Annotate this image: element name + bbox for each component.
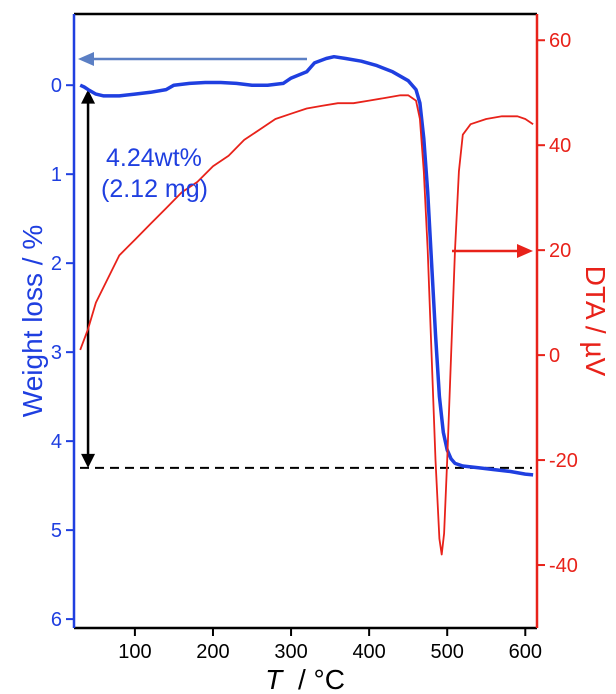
left-axis-pointer-head	[78, 52, 94, 66]
left-tick-label: 1	[51, 164, 62, 186]
x-tick-label: 300	[274, 641, 307, 663]
left-tick-label: 4	[51, 431, 62, 453]
weight-loss-arrow-head-bottom	[81, 453, 96, 468]
left-tick-label: 2	[51, 253, 62, 275]
left-tick-label: 3	[51, 342, 62, 364]
right-tick-label: 20	[549, 240, 571, 262]
x-axis-var: T	[265, 664, 284, 694]
x-axis-title: T / °C	[265, 664, 345, 694]
x-tick-label: 600	[509, 641, 542, 663]
left-tick-label: 5	[51, 520, 62, 542]
right-tick-label: 0	[549, 345, 560, 367]
weight-loss-arrow-head-top	[81, 89, 96, 104]
annotation-mass: (2.12 mg)	[101, 175, 208, 203]
left-tick-label: 6	[51, 609, 62, 631]
left-tick-label: 0	[51, 75, 62, 97]
x-tick-label: 200	[196, 641, 229, 663]
annotation-lines	[80, 89, 532, 469]
x-tick-label: 500	[431, 641, 464, 663]
x-tick-label: 400	[352, 641, 385, 663]
left-axis-title: Weight loss / %	[17, 225, 48, 417]
x-axis-unit: / °C	[298, 664, 345, 694]
right-tick-label: 60	[549, 30, 571, 52]
x-tick-label: 100	[118, 641, 151, 663]
right-axis-pointer-head	[517, 244, 533, 258]
weight-loss-series	[79, 54, 534, 477]
axis-pointer-arrows	[78, 52, 533, 258]
right-axis-title: DTA / µV	[580, 266, 611, 377]
right-tick-label: 40	[549, 135, 571, 157]
right-tick-label: -20	[549, 450, 578, 472]
right-tick-label: -40	[549, 555, 578, 577]
series-group	[79, 54, 534, 556]
annotation-percent: 4.24wt%	[106, 144, 202, 172]
dta-series	[79, 94, 534, 556]
